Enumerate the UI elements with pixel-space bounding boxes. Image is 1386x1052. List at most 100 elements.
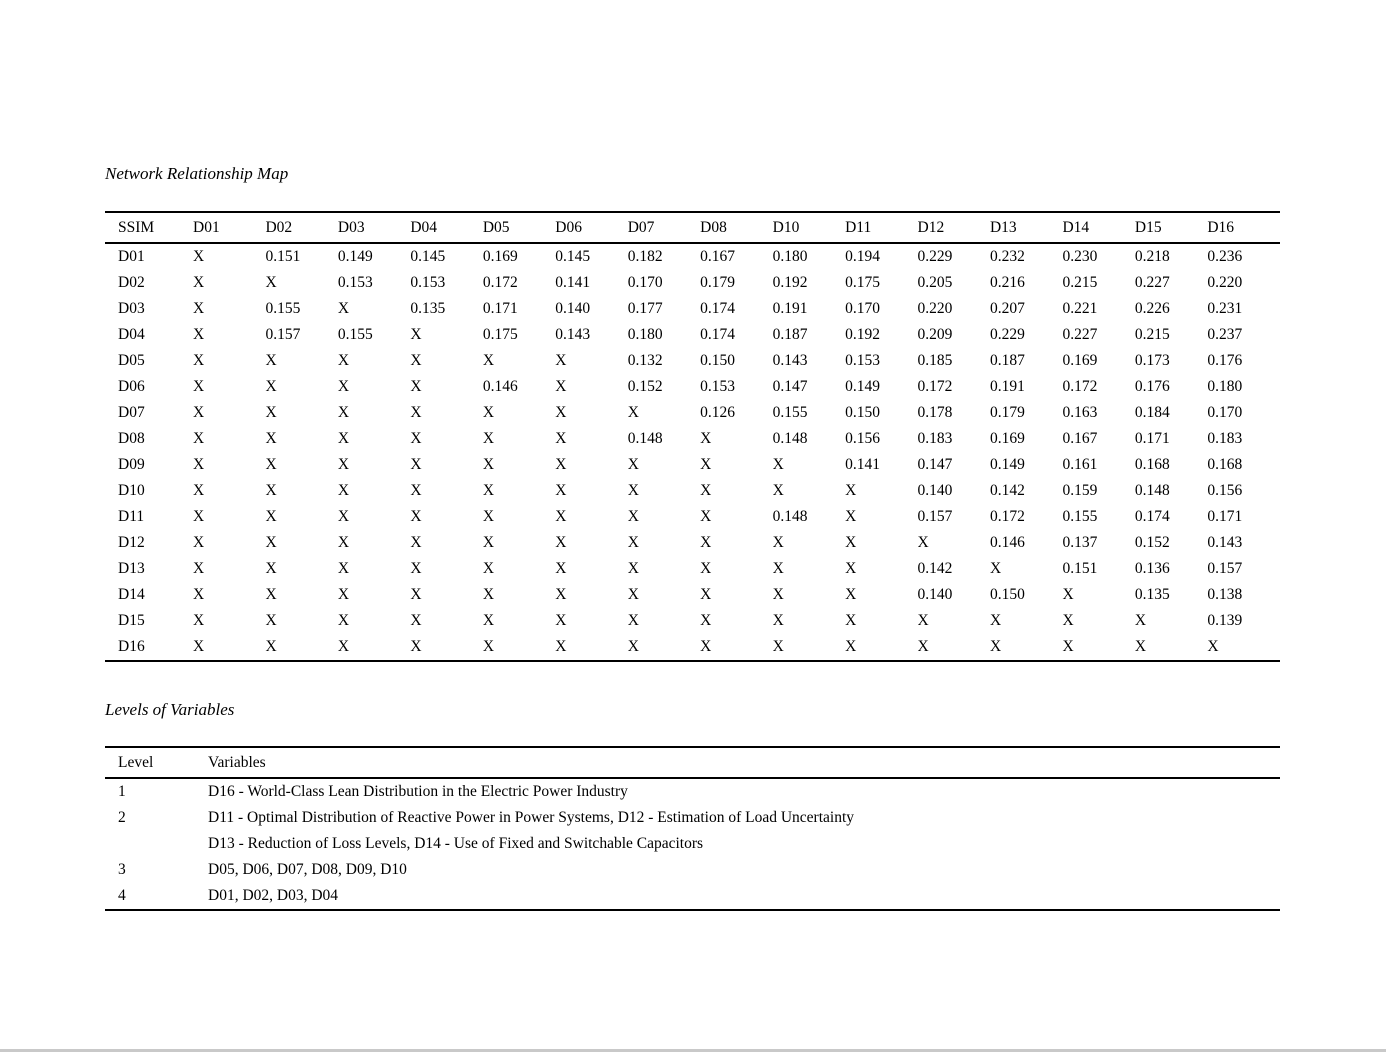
matrix-cell: 0.191 bbox=[989, 378, 1025, 395]
levels-col-header-level: Level bbox=[105, 747, 208, 779]
matrix-cell: X bbox=[627, 612, 639, 629]
matrix-cell: 0.169 bbox=[989, 430, 1025, 447]
matrix-cell: X bbox=[410, 534, 422, 551]
matrix-cell: X bbox=[700, 612, 712, 629]
matrix-cell: X bbox=[555, 508, 567, 525]
matrix-cell: X bbox=[700, 430, 712, 447]
matrix-cell: 0.179 bbox=[989, 404, 1025, 421]
document-page: Network Relationship Map SSIM D01 D02 D03 D0… bbox=[105, 0, 1280, 911]
matrix-cell: X bbox=[337, 378, 350, 395]
matrix-row-header: D14 bbox=[118, 586, 145, 603]
matrix-cell: 0.191 bbox=[772, 300, 808, 317]
matrix-cell: X bbox=[482, 534, 495, 551]
matrix-cell: X bbox=[555, 560, 567, 577]
matrix-cell: 0.167 bbox=[1062, 430, 1098, 447]
matrix-cell: 0.157 bbox=[265, 326, 301, 343]
matrix-cell: X bbox=[989, 638, 1002, 655]
matrix-cell: X bbox=[989, 560, 1002, 577]
matrix-cell: 0.149 bbox=[337, 248, 373, 265]
matrix-cell: X bbox=[845, 508, 857, 525]
matrix-cell: 0.137 bbox=[1062, 534, 1098, 551]
matrix-cell: 0.171 bbox=[1134, 430, 1170, 447]
matrix-corner-header: SSIM bbox=[105, 212, 193, 244]
matrix-row-header: D01 bbox=[118, 248, 145, 265]
level-number: 4 bbox=[118, 887, 126, 904]
matrix-cell: X bbox=[482, 508, 495, 525]
matrix-row-header: D07 bbox=[118, 404, 145, 421]
matrix-cell: X bbox=[265, 352, 277, 369]
matrix-cell: X bbox=[917, 638, 929, 655]
matrix-cell: 0.140 bbox=[917, 482, 953, 499]
matrix-cell: X bbox=[193, 638, 205, 655]
matrix-cell: 0.192 bbox=[772, 274, 808, 291]
matrix-cell: 0.215 bbox=[1062, 274, 1098, 291]
matrix-cell: X bbox=[193, 430, 205, 447]
matrix-cell: 0.132 bbox=[627, 352, 663, 369]
matrix-cell: X bbox=[482, 560, 495, 577]
matrix-cell: 0.220 bbox=[917, 300, 953, 317]
matrix-cell: X bbox=[193, 326, 205, 343]
matrix-cell: X bbox=[845, 534, 857, 551]
matrix-cell: 0.172 bbox=[482, 274, 518, 291]
matrix-cell: 0.172 bbox=[917, 378, 953, 395]
matrix-cell: 0.175 bbox=[845, 274, 880, 291]
matrix-cell: X bbox=[482, 404, 495, 421]
matrix-cell: 0.150 bbox=[845, 404, 880, 421]
matrix-cell: 0.178 bbox=[917, 404, 953, 421]
matrix-cell: X bbox=[337, 534, 350, 551]
matrix-row-header: D05 bbox=[118, 352, 145, 369]
matrix-cell: X bbox=[555, 534, 567, 551]
matrix-cell: 0.155 bbox=[1062, 508, 1098, 525]
matrix-cell: X bbox=[700, 534, 712, 551]
level-variables: D05, D06, D07, D08, D09, D10 bbox=[208, 861, 407, 878]
matrix-cell: 0.156 bbox=[845, 430, 880, 447]
matrix-cell: 0.170 bbox=[845, 300, 880, 317]
matrix-cell: X bbox=[555, 352, 567, 369]
matrix-cell: X bbox=[265, 638, 277, 655]
matrix-cell: 0.153 bbox=[845, 352, 880, 369]
matrix-cell: 0.135 bbox=[1134, 586, 1170, 603]
matrix-row-header: D12 bbox=[118, 534, 145, 551]
matrix-cell: 0.232 bbox=[989, 248, 1025, 265]
matrix-cell: 0.139 bbox=[1207, 612, 1243, 629]
matrix-cell: 0.140 bbox=[917, 586, 953, 603]
matrix-row-header: D06 bbox=[118, 378, 145, 395]
matrix-cell: X bbox=[772, 482, 784, 499]
matrix-cell: 0.151 bbox=[1062, 560, 1098, 577]
matrix-cell: 0.150 bbox=[989, 586, 1025, 603]
matrix-cell: X bbox=[700, 508, 712, 525]
matrix-col-header: D05 bbox=[482, 212, 556, 244]
matrix-cell: X bbox=[265, 430, 277, 447]
matrix-cell: X bbox=[193, 248, 205, 265]
matrix-cell: 0.180 bbox=[772, 248, 808, 265]
matrix-cell: 0.179 bbox=[700, 274, 736, 291]
matrix-cell: 0.172 bbox=[989, 508, 1025, 525]
matrix-cell: X bbox=[193, 274, 205, 291]
matrix-cell: 0.161 bbox=[1062, 456, 1098, 473]
network-map-title: Network Relationship Map bbox=[105, 164, 289, 183]
matrix-row-header: D11 bbox=[118, 508, 145, 525]
matrix-cell: 0.171 bbox=[1207, 508, 1243, 525]
table-row: D03 X 0.155 X 0.135 0.171 0.140 0.177 0.174 0.191… bbox=[105, 296, 1280, 322]
matrix-row-header: D16 bbox=[118, 638, 145, 655]
matrix-cell: X bbox=[410, 404, 422, 421]
matrix-cell: X bbox=[772, 612, 784, 629]
matrix-cell: X bbox=[845, 586, 857, 603]
matrix-cell: 0.183 bbox=[1207, 430, 1243, 447]
matrix-cell: 0.175 bbox=[482, 326, 518, 343]
matrix-cell: X bbox=[772, 560, 784, 577]
matrix-cell: 0.174 bbox=[1134, 508, 1170, 525]
matrix-cell: X bbox=[410, 456, 422, 473]
matrix-cell: X bbox=[700, 560, 712, 577]
matrix-cell: 0.205 bbox=[917, 274, 953, 291]
table-row: D02 X X 0.153 0.153 0.172 0.141 0.170 0.179 0.192… bbox=[105, 270, 1280, 296]
matrix-cell: X bbox=[1062, 612, 1074, 629]
table-row: D10 X X X X X X X X X X 0.140 0.142 0.159 0.148 0.156 bbox=[105, 478, 1280, 504]
matrix-cell: X bbox=[337, 560, 350, 577]
matrix-cell: 0.146 bbox=[482, 378, 518, 395]
matrix-cell: X bbox=[845, 560, 857, 577]
matrix-cell: 0.170 bbox=[627, 274, 663, 291]
matrix-cell: 0.171 bbox=[482, 300, 518, 317]
matrix-cell: X bbox=[265, 508, 277, 525]
matrix-cell: 0.231 bbox=[1207, 300, 1243, 317]
